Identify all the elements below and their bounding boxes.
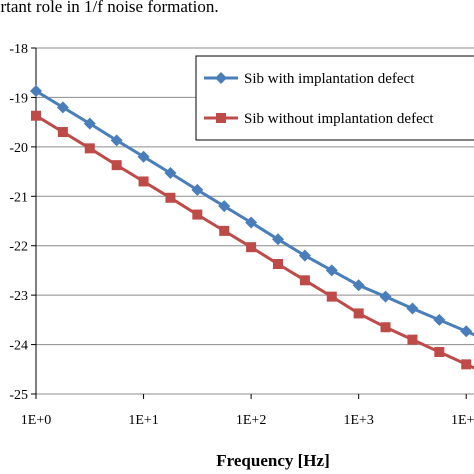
series-1-point-6 <box>192 209 203 220</box>
series-0-point-14 <box>406 302 419 315</box>
series-0-point-3 <box>110 134 123 147</box>
series-0-point-16 <box>460 325 473 338</box>
legend-label-1: Sib without implantation defect <box>244 111 434 127</box>
series-1-point-8 <box>246 242 257 253</box>
x-tick-label-0: 1E+0 <box>21 413 51 428</box>
legend-label-0: Sib with implantation defect <box>244 71 415 87</box>
series-0-point-15 <box>433 313 446 326</box>
x-tick-labels: 1E+0 1E+1 1E+2 1E+3 1E+4 <box>21 413 474 428</box>
caption-text: ortant role in 1/f noise formation. <box>0 0 219 16</box>
x-axis-label: Frequency [Hz] <box>216 451 329 470</box>
series-0-point-11 <box>325 264 338 277</box>
y-tick-label-1: -19 <box>9 91 28 106</box>
series-1-point-11 <box>326 291 337 302</box>
series-1-point-9 <box>272 259 283 270</box>
series-0-point-10 <box>298 249 311 262</box>
series-1-point-7 <box>219 225 230 236</box>
series-line-0 <box>35 89 474 337</box>
series-1-point-0 <box>31 110 41 121</box>
series-0-point-1 <box>56 101 69 114</box>
series-0-point-9 <box>271 233 284 246</box>
series-1-point-3 <box>111 160 122 171</box>
series-0-point-5 <box>164 167 177 180</box>
series-1-point-16 <box>461 359 472 370</box>
series-0-point-13 <box>379 290 392 303</box>
x-tick-label-2: 1E+2 <box>236 413 266 428</box>
y-tick-label-2: -20 <box>9 141 28 156</box>
series-0-point-8 <box>245 216 258 229</box>
x-tick-label-3: 1E+3 <box>343 413 373 428</box>
series-1-point-1 <box>57 127 68 138</box>
series-1-point-5 <box>165 192 176 203</box>
y-tick-label-0: -18 <box>9 42 28 57</box>
x-tick-label-1: 1E+1 <box>128 413 158 428</box>
series-0-point-0 <box>30 85 42 98</box>
series-0-point-6 <box>191 183 204 196</box>
series-1-point-12 <box>353 308 364 319</box>
y-tick-label-4: -22 <box>9 240 28 255</box>
y-tick-label-5: -23 <box>9 289 28 304</box>
series-1-point-14 <box>407 334 418 345</box>
legend-box <box>195 55 474 141</box>
series-1-point-13 <box>380 322 391 333</box>
series-0-point-7 <box>218 200 231 213</box>
axes <box>31 47 467 399</box>
series-1-point-2 <box>84 143 95 154</box>
y-tick-labels: -18 -19 -20 -21 -22 -23 -24 -25 <box>9 42 28 403</box>
series-1-point-15 <box>434 346 445 357</box>
y-tick-label-7: -25 <box>9 388 28 403</box>
series-0-point-4 <box>137 150 150 163</box>
series-0-point-12 <box>352 279 365 292</box>
x-tick-label-4: 1E+4 <box>451 413 474 428</box>
series-group <box>30 85 474 370</box>
y-tick-label-3: -21 <box>9 190 28 205</box>
series-1-point-10 <box>299 275 310 286</box>
y-tick-label-6: -24 <box>9 339 28 354</box>
legend: Sib with implantation defect Sib without … <box>195 55 474 141</box>
legend-marker-1 <box>216 113 226 123</box>
legend-marker-0 <box>215 72 227 84</box>
series-0-point-2 <box>83 117 96 130</box>
series-1-point-4 <box>138 176 149 187</box>
